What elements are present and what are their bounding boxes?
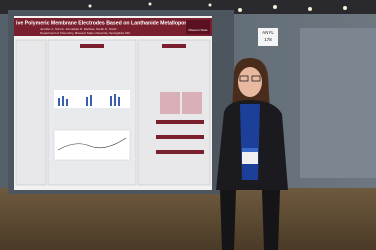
poster-title: ive Polymeric Membrane Electrodes Based … <box>16 20 205 26</box>
booth-sign-line1: ANYL <box>262 30 274 35</box>
poster-logo-text: Missouri State <box>188 28 207 32</box>
floor <box>0 188 376 250</box>
booth-sign-line2: 178 <box>264 37 272 42</box>
poster-columns <box>16 40 210 185</box>
poster-affiliation: Department of Chemistry, Missouri State … <box>40 31 131 35</box>
photo: ive Polymeric Membrane Electrodes Based … <box>0 0 376 250</box>
page: ive Polymeric Membrane Electrodes Based … <box>0 0 376 250</box>
next-booth-panel <box>300 28 376 178</box>
